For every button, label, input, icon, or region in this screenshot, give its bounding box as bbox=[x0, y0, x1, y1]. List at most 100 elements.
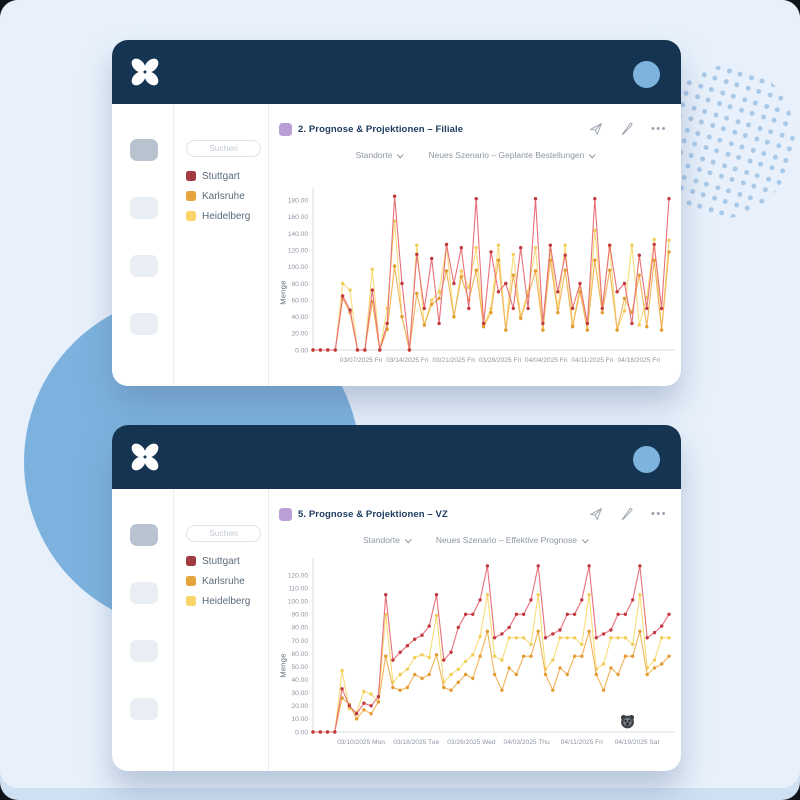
decorative-dot bbox=[753, 136, 759, 142]
window-header bbox=[112, 40, 681, 104]
svg-text:120.00: 120.00 bbox=[288, 248, 309, 255]
legend-item-stuttgart[interactable]: Stuttgart bbox=[186, 166, 250, 186]
rail-button-1[interactable] bbox=[130, 524, 158, 546]
edit-icon[interactable] bbox=[620, 507, 634, 521]
decorative-dot bbox=[740, 60, 746, 66]
decorative-dot bbox=[708, 206, 714, 212]
locations-dropdown[interactable]: Standorte bbox=[363, 535, 412, 545]
decorative-dot bbox=[768, 128, 774, 134]
svg-text:100.00: 100.00 bbox=[288, 599, 309, 606]
rail-button-2[interactable] bbox=[130, 582, 158, 604]
decorative-dot bbox=[709, 122, 715, 128]
scenario-dropdown[interactable]: Neues Szenario – Geplante Bestellungen bbox=[428, 150, 597, 160]
decorative-dot bbox=[701, 72, 707, 78]
chevron-down-icon bbox=[397, 150, 405, 158]
legend-item-karlsruhe[interactable]: Karlsruhe bbox=[186, 571, 250, 591]
locations-dropdown[interactable]: Standorte bbox=[356, 150, 405, 160]
clover-logo-icon[interactable] bbox=[128, 55, 162, 89]
decorative-dot bbox=[713, 111, 719, 117]
decorative-dot bbox=[726, 67, 732, 73]
legend-item-heidelberg[interactable]: Heidelberg bbox=[186, 591, 250, 611]
decorative-dot bbox=[782, 120, 788, 126]
svg-text:140.00: 140.00 bbox=[288, 231, 309, 238]
chart-type-icon bbox=[279, 122, 292, 136]
legend-label: Karlsruhe bbox=[202, 190, 245, 202]
decorative-dot bbox=[710, 159, 716, 165]
legend-item-heidelberg[interactable]: Heidelberg bbox=[186, 206, 250, 226]
decorative-dot bbox=[754, 172, 760, 178]
decorative-dot bbox=[765, 175, 771, 181]
decorative-dot bbox=[732, 165, 738, 171]
rail-button-3[interactable] bbox=[130, 255, 158, 277]
decorative-dot bbox=[708, 86, 714, 92]
decorative-dot bbox=[730, 213, 736, 219]
decorative-dot bbox=[691, 105, 697, 111]
series-legend: Stuttgart Karlsruhe Heidelberg bbox=[186, 166, 250, 226]
icon-rail bbox=[112, 489, 174, 771]
svg-text:20.00: 20.00 bbox=[291, 703, 308, 710]
svg-text:50.00: 50.00 bbox=[291, 664, 308, 671]
search-input[interactable]: Suchen bbox=[186, 140, 261, 157]
legend-panel: Suchen Stuttgart Karlsruhe Heidelberg bbox=[174, 489, 269, 771]
decorative-dot bbox=[697, 203, 703, 209]
decorative-dot bbox=[767, 92, 773, 98]
decorative-dot bbox=[741, 216, 747, 222]
line-chart: 0.00 20.00 40.00 60.00 80.00 100.00 120.00 140.… bbox=[288, 188, 675, 364]
decorative-dot bbox=[763, 103, 769, 109]
decorative-dot bbox=[738, 107, 744, 113]
send-icon[interactable] bbox=[589, 507, 603, 521]
decorative-dot bbox=[692, 141, 698, 147]
search-input[interactable]: Suchen bbox=[186, 525, 261, 542]
chart-title: 2. Prognose & Projektionen – Filiale bbox=[298, 123, 464, 135]
decorative-dot bbox=[733, 202, 739, 208]
chart-panel: 2. Prognose & Projektionen – Filiale •••… bbox=[269, 104, 681, 386]
decorative-dot bbox=[762, 186, 768, 192]
avatar[interactable] bbox=[633, 61, 660, 88]
decorative-dot bbox=[749, 110, 755, 116]
svg-text:30.00: 30.00 bbox=[291, 690, 308, 697]
rail-button-2[interactable] bbox=[130, 197, 158, 219]
svg-text:03/07/2025 Fri: 03/07/2025 Fri bbox=[340, 357, 383, 364]
line-chart: 0.00 10.00 20.00 30.00 40.00 50.00 60.00 70.00 8… bbox=[288, 558, 675, 746]
rail-button-1[interactable] bbox=[130, 139, 158, 161]
decorative-dot bbox=[739, 143, 745, 149]
svg-text:03/26/2025 Wed: 03/26/2025 Wed bbox=[447, 739, 496, 746]
more-icon[interactable]: ••• bbox=[650, 508, 667, 520]
chevron-down-icon bbox=[581, 535, 589, 543]
decorative-dot bbox=[759, 77, 765, 83]
svg-text:0.00: 0.00 bbox=[295, 729, 308, 736]
svg-text:110.00: 110.00 bbox=[288, 585, 308, 592]
rail-button-4[interactable] bbox=[130, 313, 158, 335]
decorative-dot bbox=[686, 79, 692, 85]
chevron-down-icon bbox=[589, 150, 597, 158]
send-icon[interactable] bbox=[589, 122, 603, 136]
cursor-icon bbox=[619, 713, 636, 730]
rail-button-3[interactable] bbox=[130, 640, 158, 662]
more-icon[interactable]: ••• bbox=[650, 123, 667, 135]
svg-text:04/18/2025 Fri: 04/18/2025 Fri bbox=[617, 357, 660, 364]
decorative-dot bbox=[717, 137, 723, 143]
decorative-dot bbox=[751, 183, 757, 189]
svg-text:04/11/2025 Fri: 04/11/2025 Fri bbox=[561, 739, 604, 746]
avatar[interactable] bbox=[633, 446, 660, 473]
decorative-dot bbox=[773, 70, 779, 76]
decorative-dot bbox=[755, 208, 761, 214]
legend-item-stuttgart[interactable]: Stuttgart bbox=[186, 551, 250, 571]
scenario-dropdown[interactable]: Neues Szenario – Effektive Prognose bbox=[436, 535, 589, 545]
decorative-dot bbox=[779, 131, 785, 137]
decorative-dot bbox=[744, 205, 750, 211]
decorative-dot bbox=[721, 162, 727, 168]
clover-logo-icon[interactable] bbox=[128, 440, 162, 474]
decorative-dot bbox=[795, 76, 800, 82]
legend-item-karlsruhe[interactable]: Karlsruhe bbox=[186, 186, 250, 206]
svg-text:120.00: 120.00 bbox=[288, 572, 309, 579]
svg-text:10.00: 10.00 bbox=[291, 716, 308, 723]
edit-icon[interactable] bbox=[620, 122, 634, 136]
decorative-dot bbox=[764, 139, 770, 145]
decorative-dot bbox=[702, 108, 708, 114]
decorative-dot bbox=[720, 126, 726, 132]
decorative-dot bbox=[690, 68, 696, 74]
legend-label: Stuttgart bbox=[202, 170, 240, 182]
rail-button-4[interactable] bbox=[130, 698, 158, 720]
svg-text:04/11/2025 Fri: 04/11/2025 Fri bbox=[571, 357, 614, 364]
